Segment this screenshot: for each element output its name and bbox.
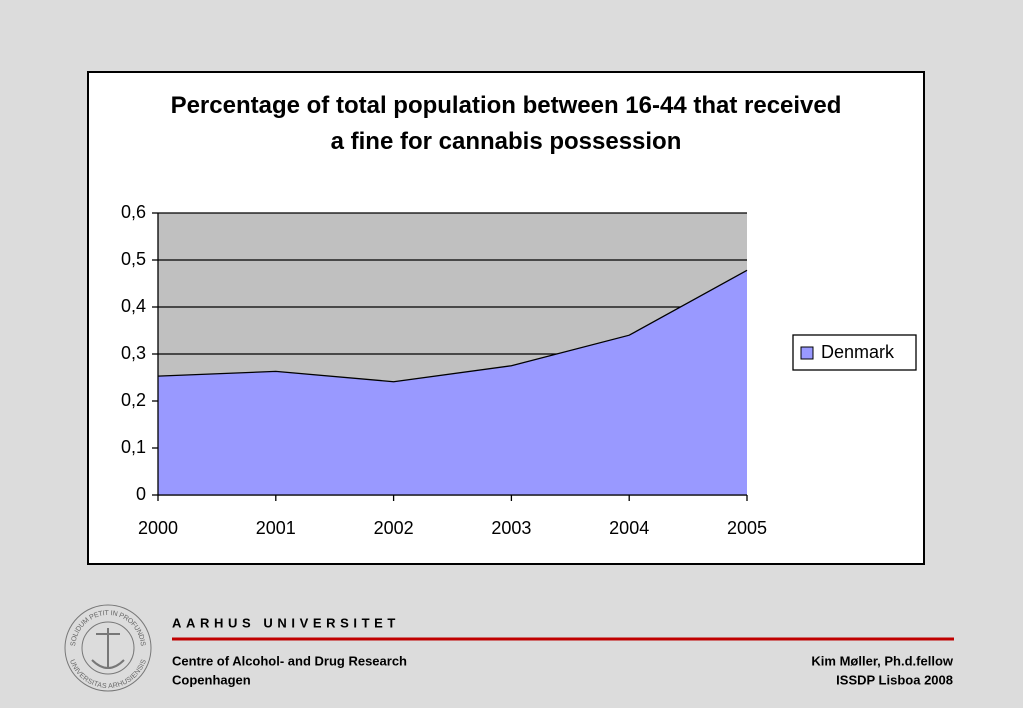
y-tick-label: 0,6 xyxy=(121,202,146,222)
title-line: a fine for cannabis possession xyxy=(331,128,682,155)
y-tick-label: 0,1 xyxy=(121,437,146,457)
legend: Denmark xyxy=(792,334,917,371)
footer-left: Centre of Alcohol- and Drug Research xyxy=(172,653,407,668)
y-tick-label: 0,2 xyxy=(121,390,146,410)
x-tick-label: 2005 xyxy=(727,518,767,538)
footer-right: ISSDP Lisboa 2008 xyxy=(836,672,953,687)
footer-right: Kim Møller, Ph.d.fellow xyxy=(811,653,953,668)
university-name: AARHUS UNIVERSITET xyxy=(172,615,400,630)
x-tick-label: 2003 xyxy=(491,518,531,538)
area-line xyxy=(157,269,748,383)
y-tick-label: 0,4 xyxy=(121,296,146,316)
x-tick-label: 2000 xyxy=(138,518,178,538)
legend-label: Denmark xyxy=(821,342,895,362)
legend-swatch xyxy=(800,346,814,360)
area xyxy=(158,270,747,495)
chart-title: Percentage of total population between 1… xyxy=(171,92,842,155)
x-tick-label: 2001 xyxy=(256,518,296,538)
y-tick-label: 0 xyxy=(136,484,146,504)
title-line: Percentage of total population between 1… xyxy=(171,92,842,119)
x-tick-label: 2004 xyxy=(609,518,649,538)
x-tick-label: 2002 xyxy=(374,518,414,538)
plot: 0 0,1 0,2 0,3 0,4 0,5 0,6 2000 2001 2002 2003 2004 2… xyxy=(121,202,917,538)
y-tick-label: 0,5 xyxy=(121,249,146,269)
footer-left: Copenhagen xyxy=(172,672,251,687)
y-tick-label: 0,3 xyxy=(121,343,146,363)
